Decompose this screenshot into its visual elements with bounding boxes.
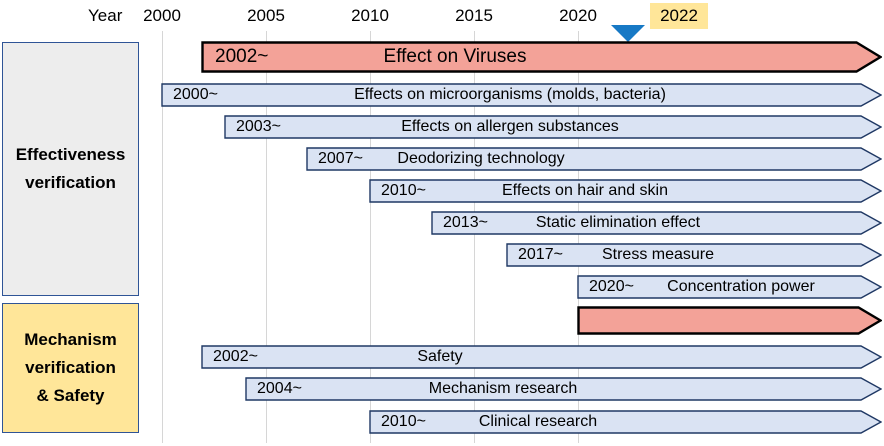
category-mechanism-verification-safety: Mechanism verification & Safety (2, 303, 139, 433)
bar-title: Stress measure (601, 246, 715, 263)
arrow-bar-shape (431, 211, 882, 235)
arrow-bar-shape (369, 410, 882, 434)
timeline-bar-safety: 2002~ Safety (201, 345, 882, 369)
bar-start-year: 2013~ (443, 214, 488, 231)
timeline-bar-concentration-power: 2020~ Concentration power (577, 275, 882, 299)
arrow-bar-shape (577, 275, 882, 299)
bar-title: Mechanism research (428, 380, 578, 397)
tick-2020: 2020 (559, 6, 597, 25)
timeline-bar-microorganisms: 2000~ Effects on microorganisms (molds, … (161, 83, 882, 107)
timeline-bar-advanced-cell-research: 2020 Advanced cell research (577, 306, 882, 335)
bar-start-year: 2003~ (236, 118, 281, 135)
year-axis-label: Year (88, 6, 123, 25)
arrow-bar-shape (201, 41, 882, 73)
bar-title: Effects on hair and skin (501, 182, 669, 199)
timeline-bar-hair-and-skin: 2010~ Effects on hair and skin (369, 179, 882, 203)
timeline-bar-effect-on-viruses: 2002~ Effect on Viruses (201, 41, 882, 73)
highlighted-year-label: 2022 (660, 6, 698, 25)
category-label-line: verification (25, 358, 116, 377)
gridline-2005 (266, 31, 267, 443)
bar-start-year: 2017~ (518, 246, 563, 263)
gridline-2015 (474, 31, 475, 443)
category-effectiveness-verification: Effectiveness verification (2, 42, 139, 296)
bar-title: Deodorizing technology (397, 150, 565, 167)
bar-start-year: 2020~ (589, 278, 634, 295)
bar-title: Effects on microorganisms (molds, bacter… (354, 86, 666, 103)
bar-title: Concentration power (667, 278, 815, 295)
timeline-bar-deodorizing-technology: 2007~ Deodorizing technology (306, 147, 882, 171)
bar-start-year: 2010~ (381, 413, 426, 430)
bar-start-year: 2002~ (215, 46, 269, 67)
highlighted-year-2022: 2022 (650, 3, 708, 29)
arrow-bar-shape (201, 345, 882, 369)
category-label-line: Mechanism (24, 330, 117, 349)
bar-title: Clinical research (478, 413, 598, 430)
arrow-bar-shape (369, 179, 882, 203)
current-year-triangle-icon (611, 25, 645, 42)
tick-2010: 2010 (351, 6, 389, 25)
tick-2000: 2000 (143, 6, 181, 25)
bar-start-year: 2004~ (257, 380, 302, 397)
timeline-bar-stress-measure: 2017~ Stress measure (506, 243, 882, 267)
arrow-bar-shape (306, 147, 882, 171)
bar-title: Effects on allergen substances (401, 118, 619, 135)
bar-title: Safety (417, 348, 463, 365)
tick-2005: 2005 (247, 6, 285, 25)
bar-start-year: 2007~ (318, 150, 363, 167)
bar-start-year: 2010~ (381, 182, 426, 199)
arrow-bar-shape (506, 243, 882, 267)
gridline-2010 (370, 31, 371, 443)
category-label-line: verification (25, 173, 116, 192)
bar-title: Static elimination effect (535, 214, 701, 231)
arrow-bar-shape (224, 115, 882, 139)
bar-title: Effect on Viruses (383, 46, 527, 67)
arrow-bar-shape (245, 377, 882, 401)
category-label-line: Effectiveness (15, 145, 126, 164)
arrow-bar-shape (161, 83, 882, 107)
tick-2015: 2015 (455, 6, 493, 25)
gridline-2000 (162, 31, 163, 443)
timeline-bar-clinical-research: 2010~ Clinical research (369, 410, 882, 434)
arrow-bar-shape (577, 306, 882, 335)
bar-start-year: 2002~ (213, 348, 258, 365)
timeline-bar-allergen-substances: 2003~ Effects on allergen substances (224, 115, 882, 139)
timeline-bar-mechanism-research: 2004~ Mechanism research (245, 377, 882, 401)
gridline-2020 (578, 31, 579, 443)
category-label-line: & Safety (36, 386, 105, 405)
timeline-bar-static-elimination: 2013~ Static elimination effect (431, 211, 882, 235)
bar-start-year: 2000~ (173, 86, 218, 103)
